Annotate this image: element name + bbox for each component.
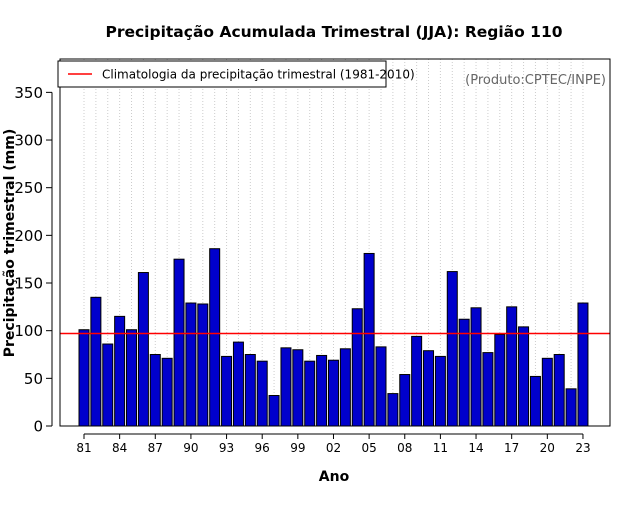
grid-lines: [83, 59, 584, 426]
x-tick-label-96: 96: [255, 441, 270, 455]
y-tick-label-0: 0: [33, 418, 43, 436]
x-tick-label-11: 11: [433, 441, 448, 455]
bar-2022: [565, 388, 577, 427]
bar-2017: [506, 306, 518, 427]
y-tick-label-250: 250: [14, 179, 43, 197]
bar-1996: [256, 360, 268, 427]
bar-2010: [423, 350, 435, 427]
y-tick-label-300: 300: [14, 132, 43, 150]
y-tick-label-200: 200: [14, 227, 43, 245]
bar-1995: [244, 354, 256, 427]
bar-2002: [327, 359, 339, 427]
bar-1999: [292, 349, 304, 427]
bar-2006: [375, 346, 387, 427]
bar-2011: [434, 355, 446, 427]
bar-2015: [482, 352, 494, 427]
bar-2012: [446, 271, 458, 427]
bar-2004: [351, 308, 363, 427]
bar-1994: [232, 341, 244, 427]
bar-2023: [577, 302, 589, 427]
legend-box: [57, 60, 387, 88]
legend-label: Climatologia da precipitação trimestral …: [102, 68, 415, 82]
bar-2003: [339, 348, 351, 427]
y-axis-label: Precipitação trimestral (mm): [2, 129, 18, 357]
x-tick-label-20: 20: [540, 441, 555, 455]
bar-1983: [102, 343, 114, 427]
x-tick-label-87: 87: [148, 441, 163, 455]
x-axis-label: Ano: [319, 469, 350, 485]
x-tick-label-81: 81: [76, 441, 91, 455]
bar-1989: [173, 258, 185, 427]
bar-1991: [197, 303, 209, 427]
bar-1981: [78, 329, 90, 427]
bar-1993: [221, 355, 233, 427]
bar-2021: [553, 354, 565, 427]
bar-1988: [161, 357, 173, 427]
y-tick-label-50: 50: [24, 370, 43, 388]
legend: Climatologia da precipitação trimestral …: [57, 60, 415, 88]
bar-1997: [268, 394, 280, 427]
bar-2009: [411, 335, 423, 427]
bar-1986: [137, 272, 149, 427]
x-tick-label-84: 84: [112, 441, 127, 455]
bar-1987: [149, 354, 161, 427]
y-tick-label-100: 100: [14, 322, 43, 340]
x-tick-label-23: 23: [575, 441, 590, 455]
bar-2016: [494, 333, 506, 427]
chart-title: Precipitação Acumulada Trimestral (JJA):…: [105, 23, 562, 41]
x-tick-label-99: 99: [290, 441, 305, 455]
bar-1992: [209, 248, 221, 427]
bar-2008: [399, 374, 411, 427]
x-tick-label-05: 05: [361, 441, 376, 455]
bar-2001: [316, 354, 328, 427]
plot-frame: [59, 58, 611, 427]
bar-2020: [541, 357, 553, 427]
x-tick-label-08: 08: [397, 441, 412, 455]
x-tick-label-17: 17: [504, 441, 519, 455]
x-tick-label-02: 02: [326, 441, 341, 455]
source-label: (Produto:CPTEC/INPE): [465, 73, 606, 88]
bar-2000: [304, 360, 316, 427]
bar-1982: [90, 296, 102, 427]
x-tick-label-14: 14: [468, 441, 483, 455]
bar-2014: [470, 307, 482, 427]
bars: [78, 248, 589, 427]
axes: 0 50 100 150 200 250 300 350 81 84 87 90 93 96 99 02 05 0…: [14, 84, 590, 455]
bar-2007: [387, 393, 399, 427]
bar-2005: [363, 252, 375, 427]
bar-2018: [518, 326, 530, 427]
bar-1998: [280, 347, 292, 427]
x-tick-label-90: 90: [183, 441, 198, 455]
bar-2019: [529, 375, 541, 427]
bar-1990: [185, 302, 197, 427]
bar-2013: [458, 318, 470, 427]
x-tick-label-93: 93: [219, 441, 234, 455]
y-tick-label-150: 150: [14, 275, 43, 293]
y-tick-label-350: 350: [14, 84, 43, 102]
bar-1985: [126, 329, 138, 427]
